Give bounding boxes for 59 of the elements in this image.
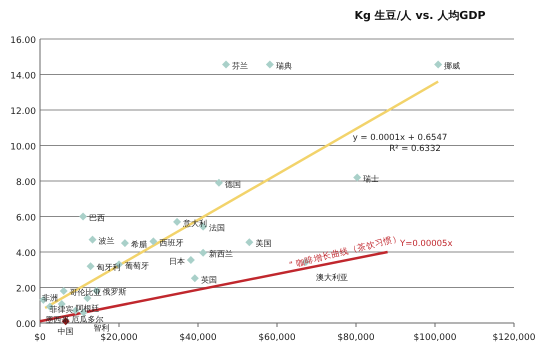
annotation: 厄瓜多尔: [72, 315, 104, 324]
point: [353, 173, 362, 182]
annotation: 挪威: [444, 62, 460, 71]
annotation: 波兰: [98, 236, 115, 246]
annotation: 希腊: [130, 240, 147, 250]
point: [199, 248, 208, 257]
point: [149, 237, 158, 246]
annotation: 俄罗斯: [102, 288, 126, 297]
annotation: 瑞士: [363, 174, 380, 184]
point: [214, 178, 223, 187]
point: [245, 238, 254, 246]
annotation: 智利: [93, 323, 110, 332]
x-tick-label: $120,000: [492, 333, 536, 343]
point: [186, 256, 195, 264]
y-tick-label: 14.00: [10, 72, 36, 82]
point: [60, 287, 68, 296]
annotation: y = 0.0001x + 0.6547: [352, 133, 448, 143]
point: [86, 262, 95, 270]
annotation: 中国: [58, 327, 74, 336]
annotation: 非洲: [42, 294, 58, 303]
y-tick-label: 8.00: [16, 178, 36, 188]
point: [222, 60, 230, 69]
y-tick-label: 12.00: [10, 107, 36, 117]
annotation: 瑞典: [276, 62, 292, 71]
point: [266, 60, 274, 69]
y-tick-label: 6.00: [16, 214, 36, 224]
annotation: 菲律宾: [49, 304, 74, 314]
annotation: 巴西: [89, 214, 106, 222]
y-tick-label: 0.00: [16, 320, 36, 330]
point: [79, 212, 88, 220]
annotation: 芬兰: [232, 62, 248, 71]
point: [88, 236, 97, 244]
annotation: 德国: [224, 180, 241, 189]
y-tick-label: 2.00: [16, 284, 36, 294]
annotation: 澳大利亚: [316, 272, 348, 282]
annotation: 日本: [168, 256, 185, 266]
annotation: 匈牙利: [96, 263, 121, 272]
point: [434, 60, 442, 69]
y-tick-label: 4.00: [16, 249, 36, 259]
x-tick-label: $100,000: [414, 333, 457, 343]
x-tick-label: $0: [34, 333, 46, 343]
annotation: 法国: [209, 224, 226, 233]
annotation: 美国: [255, 239, 272, 248]
x-tick-label: $80,000: [337, 333, 375, 343]
point: [190, 274, 199, 282]
annotation: 葡萄牙: [125, 261, 149, 270]
y-tick-label: 16.00: [10, 36, 36, 46]
annotation: 新西兰: [209, 250, 234, 259]
y-tick-label: 10.00: [10, 142, 36, 152]
point: [173, 218, 182, 226]
point: [120, 239, 129, 248]
annotation: 英国: [200, 275, 217, 284]
annotation: Y=0.00005x: [399, 239, 452, 249]
annotation: R² = 0.6332: [389, 144, 441, 154]
annotation: 西班牙: [159, 238, 184, 248]
x-tick-label: $40,000: [179, 333, 217, 343]
chart-title: Kg 生豆/人 vs. 人均GDP: [354, 9, 486, 22]
x-tick-label: $60,000: [258, 333, 296, 343]
x-tick-label: $20,000: [100, 333, 138, 343]
